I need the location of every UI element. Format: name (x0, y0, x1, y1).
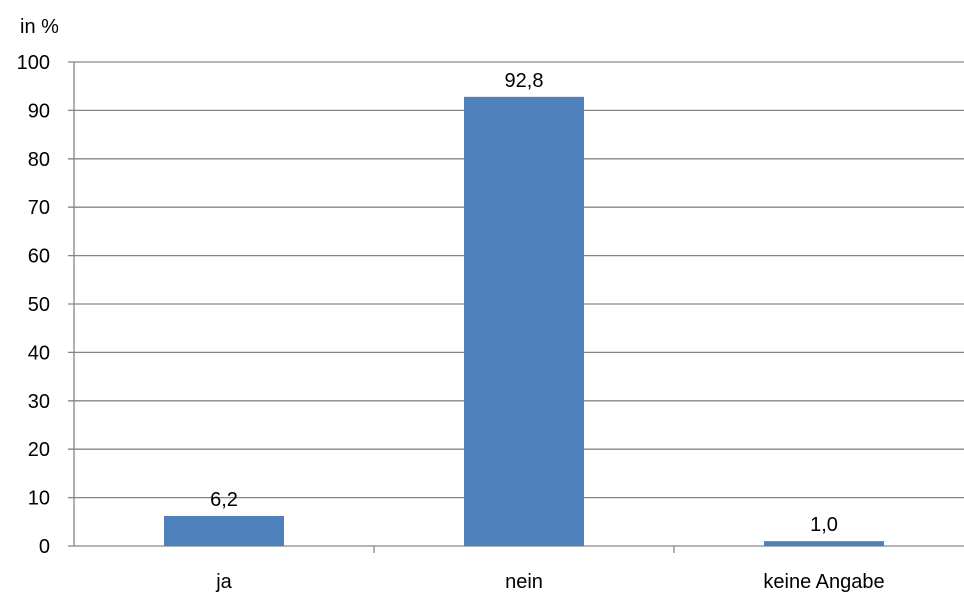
y-tick-label: 80 (28, 149, 50, 171)
y-axis-tick-labels: 0 10 20 30 40 50 60 70 80 90 100 (17, 52, 50, 558)
y-tick-label: 90 (28, 100, 50, 122)
y-tick-label: 100 (17, 52, 50, 74)
data-label-1: 6,2 (210, 489, 238, 511)
y-tick-label: 0 (39, 536, 50, 558)
x-category-label-1: ja (215, 571, 232, 593)
x-category-label-3: keine Angabe (763, 571, 884, 593)
x-axis-category-labels: ja nein keine Angabe (215, 571, 884, 593)
y-tick-label: 20 (28, 439, 50, 461)
bar-2 (464, 96, 584, 547)
y-unit-label: in % (20, 16, 59, 38)
data-label-2: 92,8 (505, 70, 544, 92)
y-tick-label: 30 (28, 391, 50, 413)
y-tick-label: 40 (28, 342, 50, 364)
y-tick-label: 50 (28, 294, 50, 316)
data-labels: 6,2 92,8 1,0 (210, 70, 838, 536)
data-label-3: 1,0 (810, 514, 838, 536)
bar-1 (164, 515, 284, 546)
bars (164, 96, 884, 547)
y-tick-label: 10 (28, 488, 50, 510)
x-category-label-2: nein (505, 571, 543, 593)
y-tick-label: 60 (28, 246, 50, 268)
y-tick-label: 70 (28, 197, 50, 219)
bar-3 (764, 541, 884, 546)
